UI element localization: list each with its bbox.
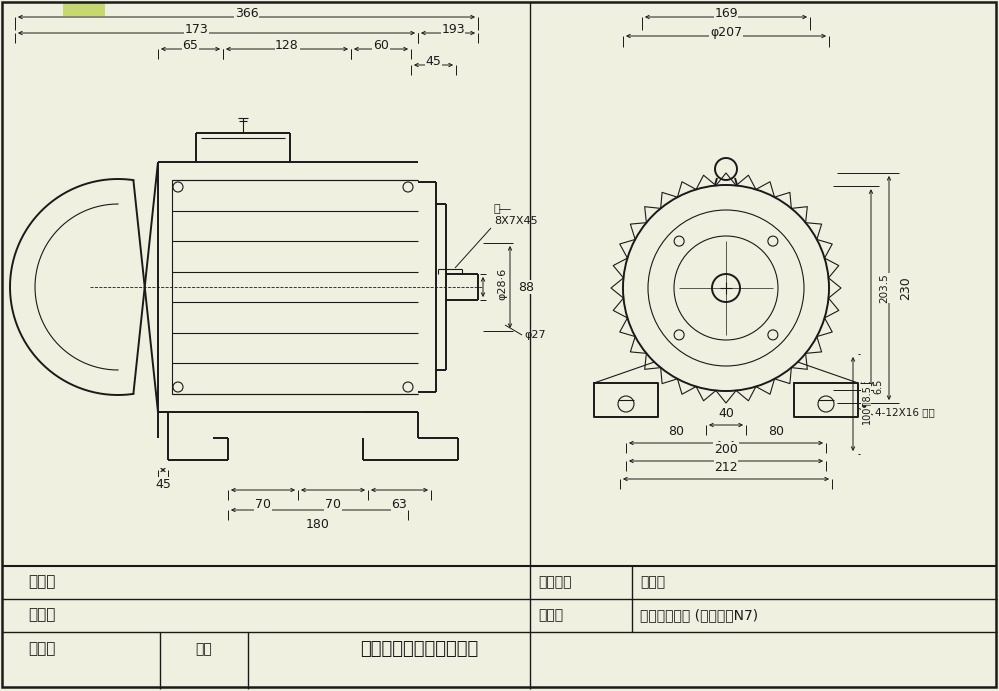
Text: キ―
8X7X45: キ― 8X7X45 [494, 205, 537, 226]
Text: エレベータ・ドライブ用: エレベータ・ドライブ用 [360, 640, 479, 658]
Text: 40: 40 [718, 407, 734, 420]
Text: 納入場所: 納入場所 [538, 575, 571, 589]
Text: 80: 80 [668, 425, 684, 438]
Text: φ28·6: φ28·6 [497, 268, 507, 301]
Text: 366: 366 [235, 6, 259, 19]
Text: 45: 45 [155, 478, 171, 491]
Text: φ27: φ27 [524, 330, 545, 340]
Text: 65: 65 [183, 39, 199, 52]
Text: 230: 230 [899, 276, 912, 300]
Text: 100¶8.5: 100¶8.5 [861, 384, 871, 424]
Text: 180: 180 [306, 518, 330, 531]
Text: φ207: φ207 [710, 26, 742, 39]
Text: メーカ標準色 (マンセルN7): メーカ標準色 (マンセルN7) [640, 608, 758, 622]
Text: 63: 63 [392, 498, 408, 511]
Text: 80: 80 [768, 425, 784, 438]
Text: 塗装色: 塗装色 [538, 608, 563, 622]
Text: 70: 70 [255, 498, 271, 511]
Text: 173: 173 [185, 23, 209, 35]
Text: 200: 200 [714, 443, 738, 456]
Text: 4-12X16 深穴: 4-12X16 深穴 [875, 407, 935, 417]
Text: イラン: イラン [640, 575, 665, 589]
Text: 203.5: 203.5 [879, 273, 889, 303]
Text: 適用: 適用 [196, 642, 213, 656]
Text: 128: 128 [275, 39, 299, 52]
Text: 納　期: 納 期 [28, 607, 55, 623]
Text: 工　番: 工 番 [28, 574, 55, 589]
Bar [63, 2, 105, 16]
Text: 製作数: 製作数 [28, 641, 55, 656]
Text: 88: 88 [518, 281, 534, 294]
Text: 193: 193 [442, 23, 465, 35]
Text: 169: 169 [714, 6, 738, 19]
Text: 212: 212 [714, 461, 738, 474]
Text: 6.5: 6.5 [873, 379, 883, 394]
Text: 45: 45 [426, 55, 442, 68]
Text: 70: 70 [325, 498, 341, 511]
Text: 60: 60 [373, 39, 389, 52]
